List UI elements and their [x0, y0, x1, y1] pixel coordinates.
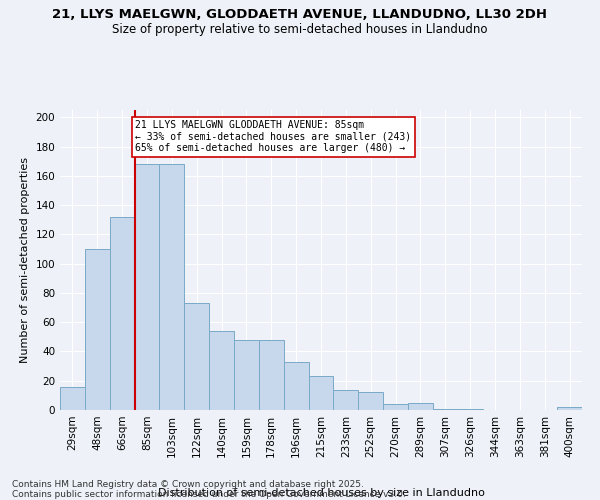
Bar — [458, 408, 482, 410]
Text: 21, LLYS MAELGWN, GLODDAETH AVENUE, LLANDUDNO, LL30 2DH: 21, LLYS MAELGWN, GLODDAETH AVENUE, LLAN… — [53, 8, 548, 20]
Bar — [209, 331, 234, 410]
Bar — [334, 390, 358, 410]
Bar — [160, 164, 184, 410]
Bar — [234, 340, 259, 410]
Text: Distribution of semi-detached houses by size in Llandudno: Distribution of semi-detached houses by … — [158, 488, 484, 498]
Bar — [358, 392, 383, 410]
Bar — [259, 340, 284, 410]
Bar — [110, 217, 134, 410]
Text: Contains HM Land Registry data © Crown copyright and database right 2025.
Contai: Contains HM Land Registry data © Crown c… — [12, 480, 406, 499]
Bar — [408, 402, 433, 410]
Bar — [433, 408, 458, 410]
Bar — [134, 164, 160, 410]
Text: 21 LLYS MAELGWN GLODDAETH AVENUE: 85sqm
← 33% of semi-detached houses are smalle: 21 LLYS MAELGWN GLODDAETH AVENUE: 85sqm … — [135, 120, 411, 154]
Bar — [557, 407, 582, 410]
Bar — [284, 362, 308, 410]
Text: Size of property relative to semi-detached houses in Llandudno: Size of property relative to semi-detach… — [112, 22, 488, 36]
Bar — [383, 404, 408, 410]
Bar — [184, 303, 209, 410]
Y-axis label: Number of semi-detached properties: Number of semi-detached properties — [20, 157, 30, 363]
Bar — [60, 386, 85, 410]
Bar — [308, 376, 334, 410]
Bar — [85, 249, 110, 410]
